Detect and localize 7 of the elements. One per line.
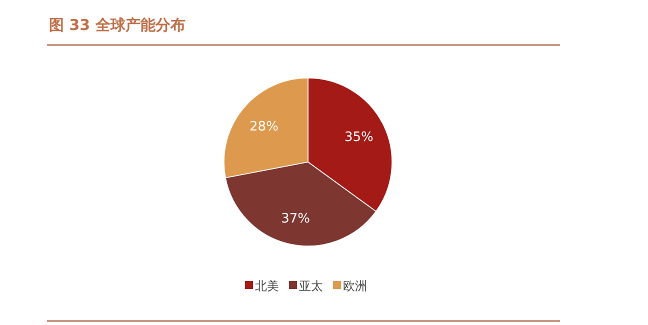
legend-label: 北美 — [255, 279, 279, 293]
chart-title: 图 33 全球产能分布 — [49, 16, 186, 34]
legend-label: 亚太 — [299, 279, 323, 293]
data-label: 35% — [344, 130, 374, 146]
data-label: 37% — [281, 212, 310, 227]
legend-label: 欧洲 — [343, 279, 367, 293]
data-label: 28% — [250, 120, 278, 135]
